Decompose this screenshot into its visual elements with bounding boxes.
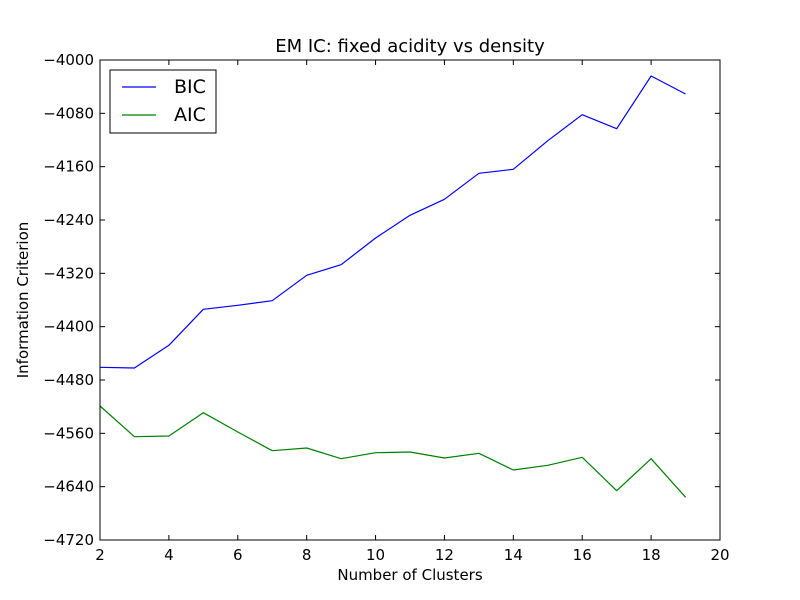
x-tick-label: 10 xyxy=(366,546,385,564)
legend-label-bic: BIC xyxy=(174,76,206,98)
y-tick-label: −4400 xyxy=(43,318,94,336)
x-axis-label: Number of Clusters xyxy=(337,566,482,584)
y-tick-label: −4320 xyxy=(43,264,94,282)
x-tick-label: 12 xyxy=(435,546,454,564)
plot-frame xyxy=(99,59,721,541)
legend-label-aic: AIC xyxy=(174,104,206,126)
x-tick-label: 18 xyxy=(642,546,661,564)
y-tick-label: −4480 xyxy=(43,371,94,389)
x-tick-label: 16 xyxy=(573,546,592,564)
x-tick-label: 8 xyxy=(302,546,312,564)
y-tick-label: −4640 xyxy=(43,478,94,496)
x-tick-label: 20 xyxy=(710,546,729,564)
x-tick-label: 6 xyxy=(233,546,243,564)
tick-layer: 2 4 6 8 10 12 14 16 18 20 −4000 −4080 −4160 −4240 −432… xyxy=(43,51,729,564)
y-axis-label: Information Criterion xyxy=(14,222,32,379)
series-line-bic xyxy=(99,75,686,369)
y-tick-label: −4560 xyxy=(43,424,94,442)
chart-title: EM IC: fixed acidity vs density xyxy=(275,36,545,57)
plot-area xyxy=(100,60,720,540)
legend: BIC AIC xyxy=(109,69,217,134)
y-tick-label: −4000 xyxy=(43,51,94,69)
y-tick-label: −4720 xyxy=(43,531,94,549)
series-layer xyxy=(99,75,687,498)
y-tick-label: −4160 xyxy=(43,158,94,176)
x-tick-label: 4 xyxy=(164,546,174,564)
x-tick-label: 14 xyxy=(504,546,523,564)
legend-box xyxy=(109,69,217,134)
x-tick-label: 2 xyxy=(95,546,105,564)
series-line-aic xyxy=(99,405,687,498)
y-tick-label: −4080 xyxy=(43,104,94,122)
y-tick-label: −4240 xyxy=(43,211,94,229)
